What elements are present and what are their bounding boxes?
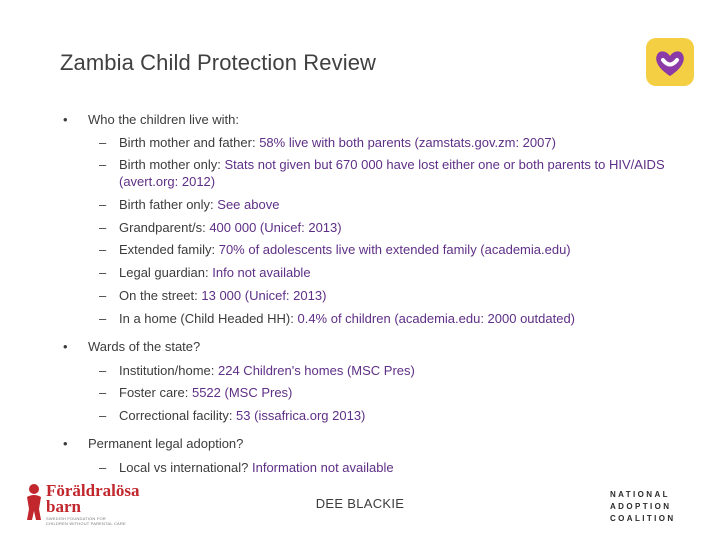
bullet-text: Permanent legal adoption? [88,436,244,451]
logo-text-line1: Föräldralösa [46,481,140,500]
dash-icon: – [99,197,107,212]
dash-icon: – [99,288,107,303]
list-item: On the street: 13 000 (Unicef: 2013) [119,288,327,303]
dash-icon: – [99,311,107,326]
logo-text-line2: barn [46,497,81,516]
list-item: Birth mother and father: 58% live with b… [119,135,556,150]
list-item: Institution/home: 224 Children's homes (… [119,363,415,378]
dash-icon: – [99,135,107,150]
bullet-text: Who the children live with: [88,112,240,127]
bullet-text: Wards of the state? [88,339,201,354]
list-item: Correctional facility: 53 (issafrica.org… [119,408,366,423]
list-item: Grandparent/s: 400 000 (Unicef: 2013) [119,220,342,235]
list-item: Legal guardian: Info not available [119,265,311,280]
logo-text-line1: NATIONAL [610,490,670,499]
list-item: Foster care: 5522 (MSC Pres) [119,385,293,400]
list-item: Extended family: 70% of adolescents live… [119,242,571,257]
bullet-icon: • [63,436,68,451]
bullet-icon: • [63,339,68,354]
list-item: Birth father only: See above [119,197,280,212]
dash-icon: – [99,157,107,172]
logo-subtitle: SWEDISH FOUNDATION FOR CHILDREN WITHOUT … [46,516,126,526]
logo-text-line3: COALITION [610,514,676,523]
list-item: Local vs international? Information not … [119,460,394,475]
dash-icon: – [99,460,107,475]
national-adoption-coalition-logo: NATIONAL ADOPTION COALITION [610,490,692,524]
list-item: In a home (Child Headed HH): 0.4% of chi… [119,311,576,326]
dash-icon: – [99,242,107,257]
dash-icon: – [99,408,107,423]
page-title: Zambia Child Protection Review [60,50,377,75]
dash-icon: – [99,385,107,400]
list-item: Birth mother only: Stats not given but 6… [119,157,665,189]
dash-icon: – [99,363,107,378]
heart-logo-icon [646,38,694,86]
bullet-icon: • [63,112,68,127]
dash-icon: – [99,265,107,280]
footer-author: DEE BLACKIE [315,496,405,511]
child-figure-icon [27,484,41,520]
dash-icon: – [99,220,107,235]
logo-text-line2: ADOPTION [610,502,672,511]
